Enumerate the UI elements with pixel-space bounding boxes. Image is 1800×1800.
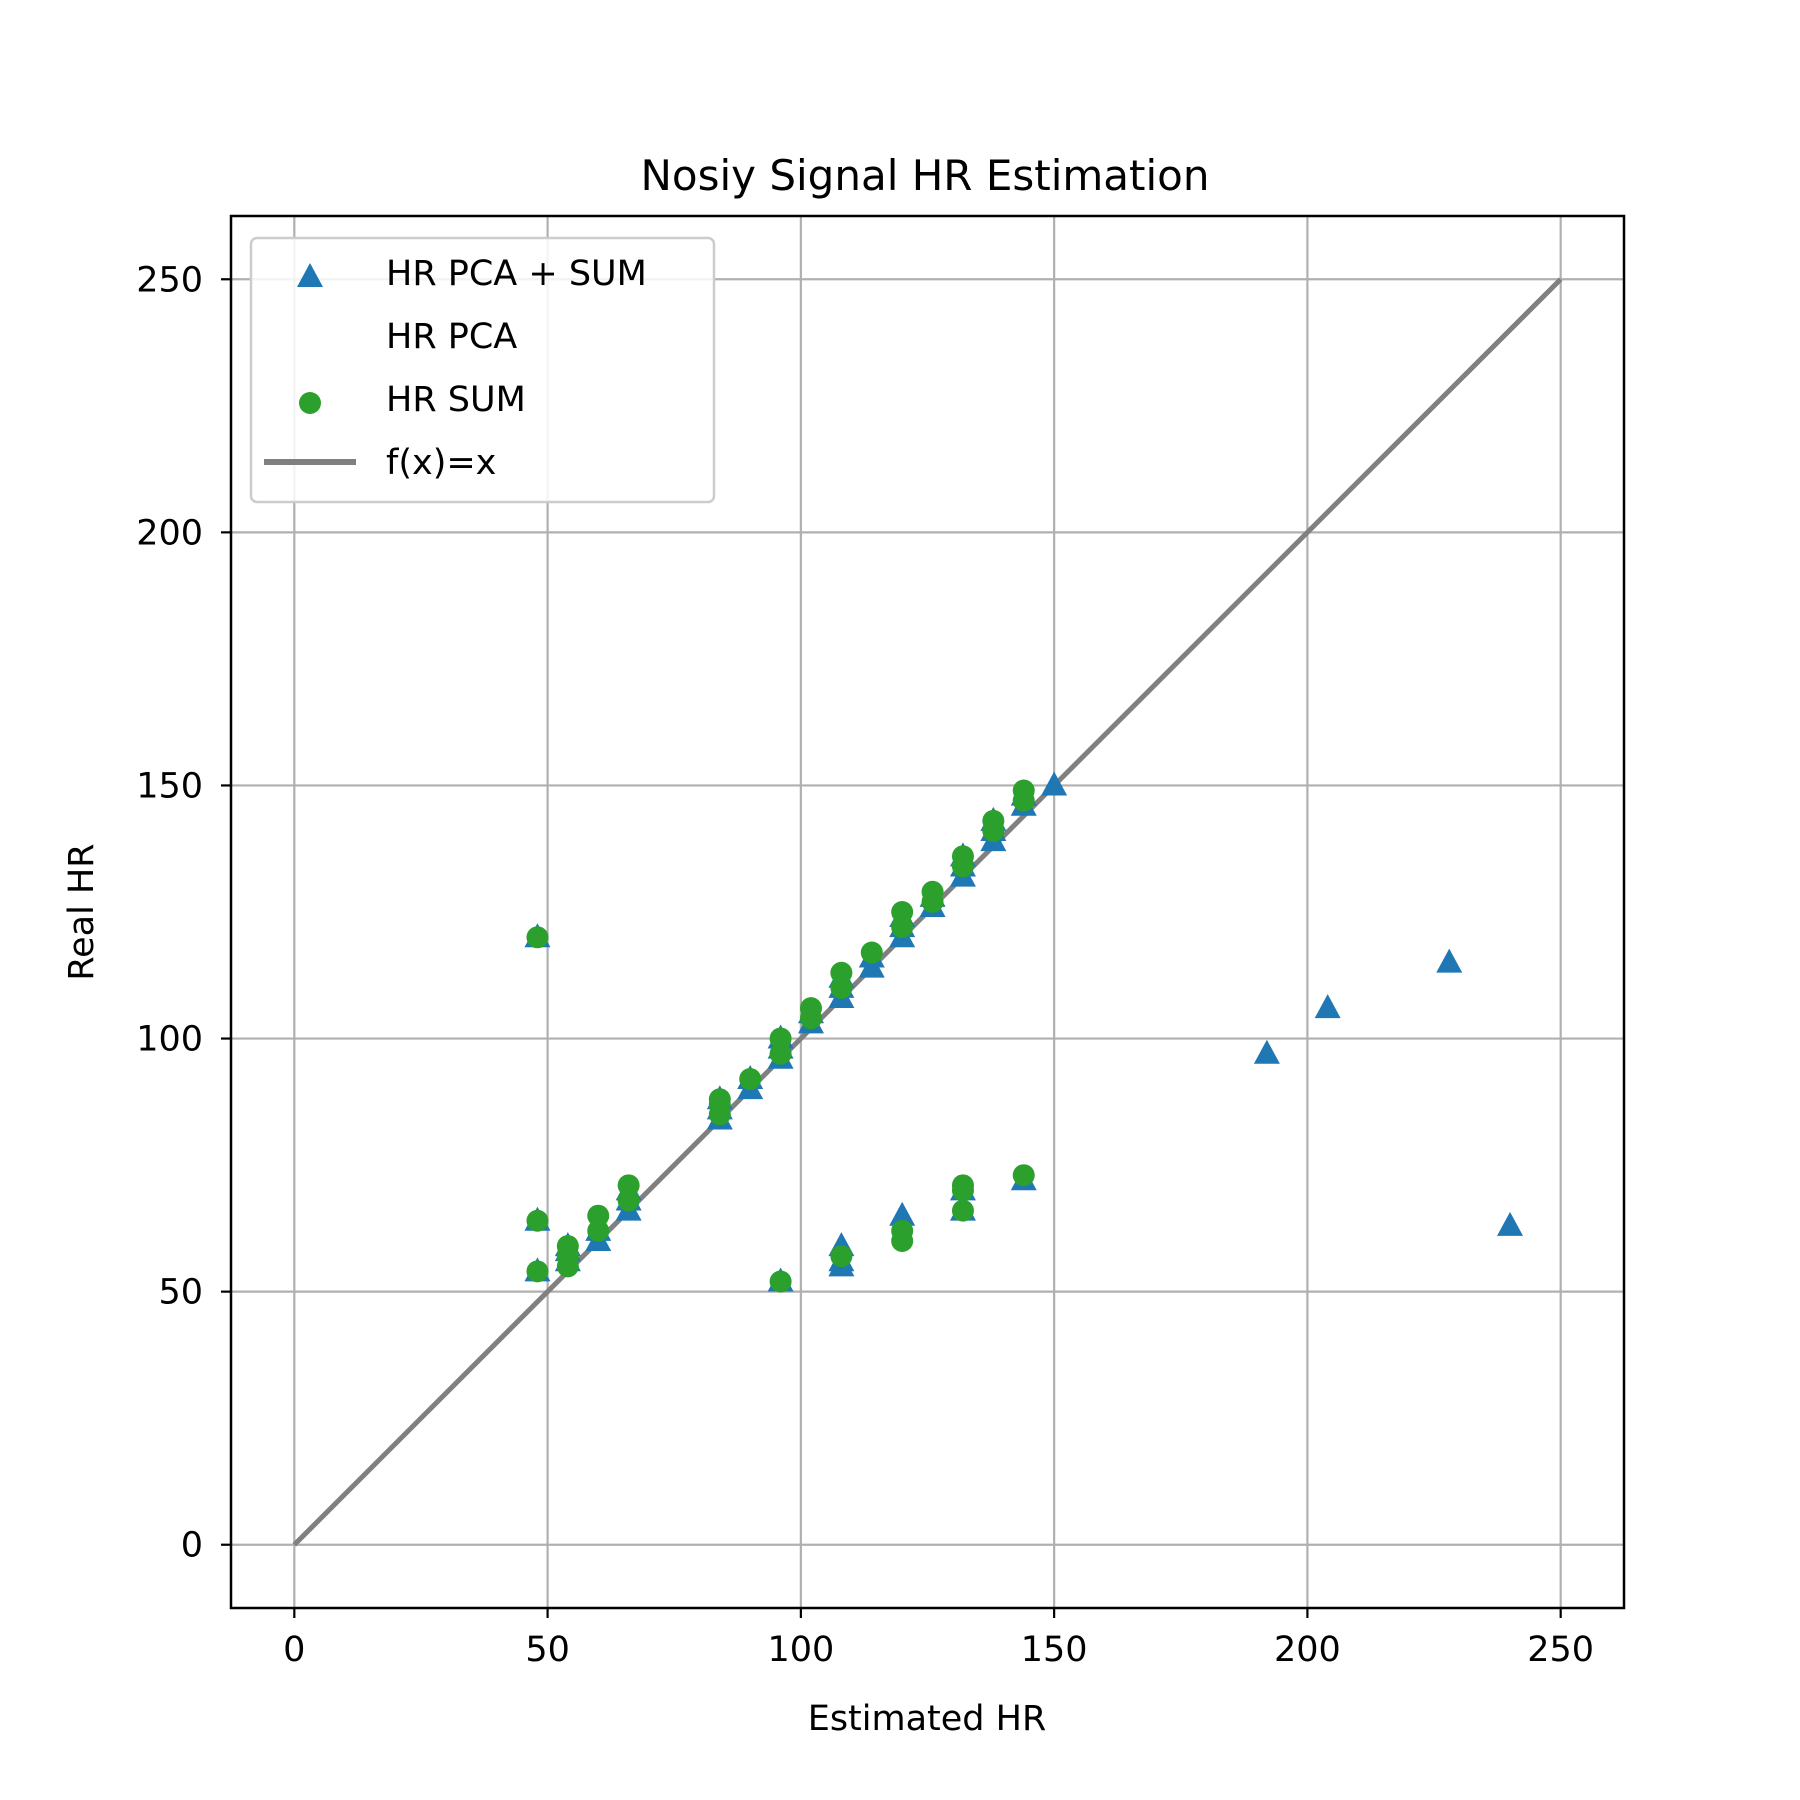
plot-frame [229,214,1626,1610]
x-axis-ticks: 0 50 100 150 200 250 [283,1608,1594,1670]
circle-points-layer [526,779,1035,1293]
sum-point [769,1027,792,1050]
sum-point [860,941,883,964]
y-tick-label: 200 [136,513,203,553]
y-tick-label: 100 [136,1020,203,1060]
x-tick-label: 0 [283,1630,305,1670]
x-tick-label: 200 [1274,1630,1341,1670]
legend-label-fx: f(x)=x [386,443,496,483]
y-tick-label: 50 [158,1273,203,1313]
pca-sum-point [1436,948,1463,973]
sum-point [830,976,853,999]
x-tick-label: 100 [767,1630,834,1670]
sum-point [951,1174,974,1197]
x-axis-label: Estimated HR [808,1699,1047,1739]
y-tick-label: 150 [136,766,203,806]
sum-point [951,845,974,868]
sum-point [1012,779,1035,802]
legend-box [249,236,716,504]
legend-circle-marker [299,392,321,414]
x-tick-label: 150 [1021,1630,1088,1670]
sum-point [587,1219,610,1242]
sum-point [526,1209,549,1232]
sum-point [708,1088,731,1111]
x-tick-label: 50 [525,1630,570,1670]
legend-label-pca-sum: HR PCA + SUM [386,254,647,294]
sum-point [799,997,822,1020]
sum-point [587,1204,610,1227]
y-axis-label: Real HR [62,843,102,980]
legend-label-sum: HR SUM [386,380,526,420]
pca-sum-point [889,1201,916,1226]
y-tick-label: 250 [136,260,203,300]
sum-point [556,1235,579,1258]
sum-point [617,1174,640,1197]
sum-point [739,1068,762,1091]
sum-point [891,901,914,923]
sum-point [526,926,549,949]
sum-point [617,1189,640,1212]
grid [231,216,1624,1608]
sum-point [891,916,914,939]
legend-label-pca: HR PCA [386,317,517,357]
chart-title: Nosiy Signal HR Estimation [640,151,1209,200]
pca-sum-point [1253,1039,1280,1064]
sum-point [830,961,853,984]
sum-point [526,1260,549,1283]
legend: HR PCA + SUM HR PCA HR SUM f(x)=x [249,236,716,504]
sum-point [769,1270,792,1293]
y-tick-label: 0 [181,1526,203,1566]
x-tick-label: 250 [1527,1630,1594,1670]
sum-point [982,809,1005,832]
sum-point [891,1219,914,1242]
y-axis-ticks: 0 50 100 150 200 250 [136,260,231,1566]
sum-point [1012,1164,1035,1187]
pca-sum-point [1041,771,1068,796]
pca-sum-point [1497,1211,1524,1236]
legend-triangle-marker [297,263,323,287]
pca-sum-point [1314,994,1341,1019]
sum-point [951,1199,974,1222]
sum-point [830,1245,853,1268]
sum-point [921,880,944,903]
sum-point [769,1042,792,1065]
